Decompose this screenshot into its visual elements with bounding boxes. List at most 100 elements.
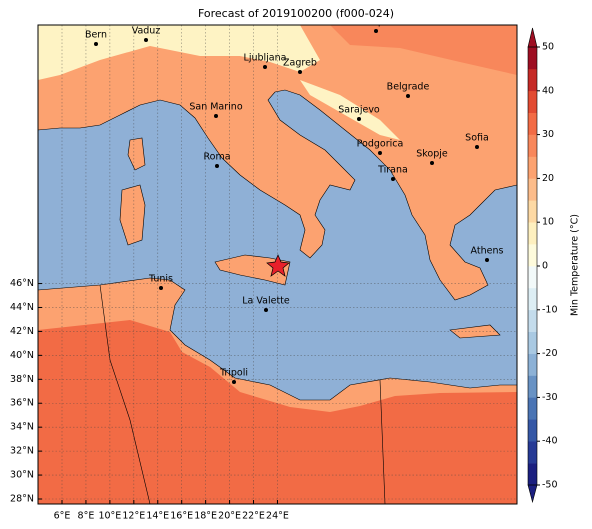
- dinaric-zone: [300, 80, 400, 140]
- city-label: Ljubljana: [244, 53, 287, 64]
- colorbar-segment: [528, 200, 537, 223]
- city-label: Sofia: [465, 133, 489, 144]
- colorbar-label: Min Temperature (°C): [570, 214, 581, 316]
- colorbar-segment: [528, 353, 537, 376]
- graticule: [38, 25, 517, 504]
- city-label: Athens: [471, 246, 504, 257]
- city-label: Belgrade: [387, 82, 430, 93]
- star-marker: [266, 254, 290, 277]
- lat-label: 34°N: [10, 422, 34, 433]
- city-label: Podgorica: [357, 139, 404, 150]
- colorbar-tick-label: 30: [542, 129, 554, 140]
- colorbar-tick-label: -40: [542, 436, 558, 447]
- city-dot: [215, 164, 219, 168]
- colorbar-tick-label: -10: [542, 304, 558, 315]
- city-dot: [378, 151, 382, 155]
- city-label: Tunis: [148, 274, 173, 285]
- colorbar-tick-label: 0: [542, 261, 548, 272]
- colorbar-segment: [528, 156, 537, 179]
- city-dot: [144, 38, 148, 42]
- colorbar-segment: [528, 178, 537, 201]
- city-dot: [263, 65, 267, 69]
- lon-label: 20°E: [218, 511, 241, 522]
- city-dot: [374, 29, 378, 33]
- city-dot: [264, 308, 268, 312]
- colorbar-extend-high: [527, 27, 538, 48]
- colorbar-tick-label: -30: [542, 392, 558, 403]
- colorbar-segment: [528, 331, 537, 354]
- border: [379, 379, 386, 504]
- colorbar-segment: [528, 397, 537, 420]
- colorbar-segment: [528, 244, 537, 267]
- colorbar-tick-label: 10: [542, 217, 554, 228]
- lat-label: 44°N: [10, 302, 34, 313]
- colorbar-extend-low: [527, 484, 538, 504]
- colorbar-segment: [528, 90, 537, 113]
- title: Forecast of 2019100200 (f000-024): [198, 7, 394, 20]
- city-label: Roma: [203, 152, 230, 163]
- colorbar-segment: [528, 287, 537, 311]
- colorbar-segment: [528, 375, 537, 398]
- lat-label: 30°N: [10, 470, 34, 481]
- city-dot: [391, 177, 395, 181]
- lat-label: 38°N: [10, 374, 34, 385]
- city-label: Bern: [85, 30, 107, 41]
- lon-label: 12°E: [122, 511, 145, 522]
- sardinia: [119, 184, 146, 246]
- lat-label: 36°N: [10, 398, 34, 409]
- colorbar-segment: [528, 68, 537, 92]
- border: [99, 284, 151, 504]
- colorbar-tick-label: 40: [542, 85, 554, 96]
- lat-label: 40°N: [10, 350, 34, 361]
- lon-label: 6°E: [54, 511, 71, 522]
- colorbar-segment: [528, 134, 537, 157]
- city-label: Vaduz: [132, 26, 161, 37]
- city-label: Sarajevo: [338, 105, 380, 116]
- colorbar-segment: [528, 222, 537, 245]
- city-label: La Valette: [242, 296, 290, 307]
- colorbar-segment: [528, 112, 537, 135]
- lon-label: 18°E: [194, 511, 217, 522]
- lat-label: 46°N: [10, 278, 34, 289]
- city-label: Skopje: [416, 149, 448, 160]
- lon-label: 22°E: [242, 511, 265, 522]
- colorbar-segment: [528, 266, 537, 289]
- colorbar-segment: [528, 47, 537, 70]
- colorbar: -50 -40 -30 -20 -10 0 10 20 30 40 50: [527, 27, 558, 504]
- alps-zone: [38, 25, 320, 80]
- lon-label: 24°E: [266, 511, 289, 522]
- city-dot: [430, 161, 434, 165]
- city-label: San Marino: [189, 102, 242, 113]
- city-dot: [357, 117, 361, 121]
- lat-label: 28°N: [10, 494, 34, 505]
- lon-label: 8°E: [78, 511, 95, 522]
- city-label: Zagreb: [283, 58, 317, 69]
- corsica: [127, 137, 146, 171]
- pannonia-zone: [330, 25, 517, 75]
- colorbar-tick-label: 20: [542, 173, 554, 184]
- city-dot: [94, 42, 98, 46]
- city-label: Tripoli: [219, 368, 248, 379]
- colorbar-segment: [528, 441, 537, 464]
- city-dot: [159, 286, 163, 290]
- lon-label: 10°E: [98, 511, 121, 522]
- city-dot: [485, 258, 489, 262]
- colorbar-segment: [528, 309, 537, 332]
- city-label: Tirana: [377, 165, 408, 176]
- colorbar-tick-label: -50: [542, 480, 558, 491]
- colorbar-segment: [528, 419, 537, 442]
- city-dot: [475, 145, 479, 149]
- map-axes: 6°E 8°E 10°E 12°E 14°E 16°E 18°E 20°E 22°E 24°E 28…: [10, 278, 289, 521]
- crete: [449, 324, 501, 339]
- colorbar-segment: [528, 463, 537, 486]
- city-dot: [214, 114, 218, 118]
- city-label: Budapest: [354, 17, 399, 28]
- colorbar-tick-label: 50: [542, 42, 554, 53]
- lat-label: 32°N: [10, 446, 34, 457]
- lat-label: 42°N: [10, 326, 34, 337]
- city-dot: [232, 380, 236, 384]
- lon-label: 14°E: [146, 511, 169, 522]
